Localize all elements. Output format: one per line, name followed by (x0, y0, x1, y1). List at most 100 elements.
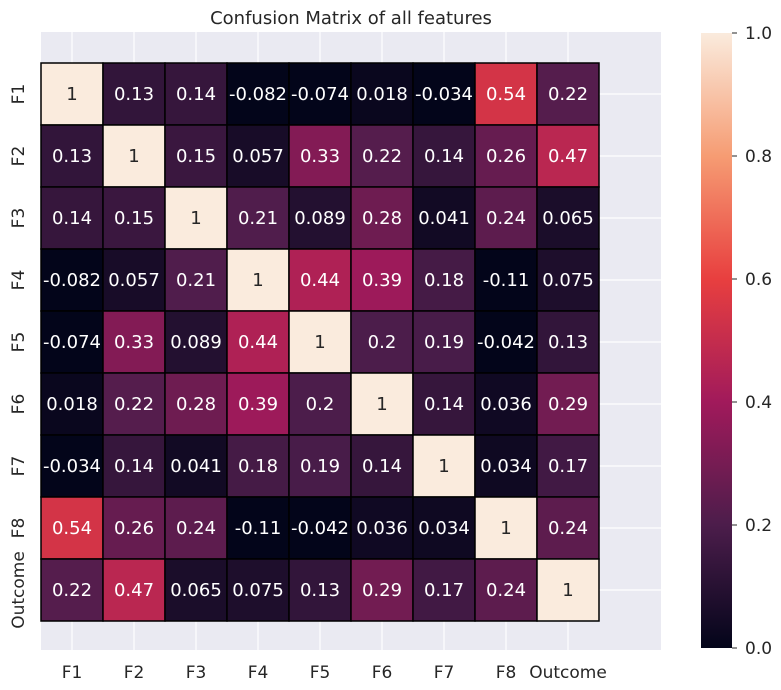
y-axis-tick-labels: F1 F2 F3 F4 F5 F6 F7 F8 Outcome (9, 84, 29, 629)
cell-value-label: 0.22 (548, 84, 588, 105)
heatmap-cell (350, 124, 414, 188)
cell-value-label: 0.44 (300, 270, 340, 291)
heatmap-cell (536, 248, 600, 312)
heatmap-cell (102, 186, 166, 250)
cell-value-label: 1 (252, 270, 263, 291)
cell-value-label: 0.034 (480, 456, 532, 477)
cell-value-label: 0.057 (232, 146, 284, 167)
cell-value-label: 0.15 (176, 146, 216, 167)
colorbar-tick-label: 1.0 (745, 24, 772, 44)
heatmap-cell (536, 496, 600, 560)
y-tick-label: F4 (9, 270, 29, 291)
chart-title: Confusion Matrix of all features (210, 8, 492, 29)
cell-value-label: 0.17 (424, 580, 464, 601)
x-tick-label: Outcome (529, 663, 607, 683)
x-tick-label: F7 (434, 663, 455, 683)
cell-value-label: -0.082 (43, 270, 101, 291)
x-tick-label: F3 (186, 663, 207, 683)
cell-value-label: -0.042 (291, 518, 349, 539)
cell-value-label: 0.26 (114, 518, 154, 539)
heatmap-cell (164, 248, 228, 312)
cell-value-label: 0.14 (52, 208, 92, 229)
cell-value-label: 0.14 (114, 456, 154, 477)
heatmap-cell (40, 310, 104, 374)
cell-value-label: 0.018 (46, 394, 98, 415)
colorbar-tick-label: 0.8 (745, 147, 772, 167)
cell-value-label: -0.042 (477, 332, 535, 353)
colorbar-tick-labels: 0.0 0.2 0.4 0.6 0.8 1.0 (732, 24, 772, 659)
cell-value-label: 0.089 (294, 208, 346, 229)
cell-value-label: 0.54 (52, 518, 92, 539)
cell-value-label: 0.29 (362, 580, 402, 601)
heatmap-cell (350, 372, 414, 436)
cell-value-label: 0.075 (542, 270, 594, 291)
cell-value-label: 0.47 (114, 580, 154, 601)
cell-value-label: 1 (438, 456, 449, 477)
cell-value-label: 0.22 (114, 394, 154, 415)
heatmap-cell (474, 124, 538, 188)
cell-value-label: 0.057 (108, 270, 160, 291)
cell-value-label: 0.13 (300, 580, 340, 601)
cell-value-label: 0.065 (170, 580, 222, 601)
y-tick-label: F7 (9, 456, 29, 477)
heatmap-cell (102, 558, 166, 622)
y-tick-label: F3 (9, 208, 29, 229)
cell-value-label: 0.14 (176, 84, 216, 105)
cell-value-label: 1 (314, 332, 325, 353)
cell-value-label: -0.11 (235, 518, 282, 539)
cell-value-label: 0.034 (418, 518, 470, 539)
heatmap-cell (474, 496, 538, 560)
heatmap-cell (102, 434, 166, 498)
x-tick-label: F2 (124, 663, 145, 683)
heatmap-cell (350, 496, 414, 560)
x-tick-label: F5 (310, 663, 331, 683)
heatmap-cell (288, 434, 352, 498)
heatmap-cell (350, 186, 414, 250)
cell-value-label: 0.24 (548, 518, 588, 539)
cell-value-label: 0.14 (362, 456, 402, 477)
heatmap-cell (164, 558, 228, 622)
cell-value-label: 1 (66, 84, 77, 105)
cell-value-label: 0.041 (170, 456, 222, 477)
cell-value-label: 0.089 (170, 332, 222, 353)
colorbar-tick-label: 0.2 (745, 516, 772, 536)
cell-value-label: 0.018 (356, 84, 408, 105)
heatmap-cell (412, 124, 476, 188)
heatmap-cell (536, 372, 600, 436)
x-tick-label: F4 (248, 663, 269, 683)
heatmap-cell (102, 248, 166, 312)
heatmap-cell (412, 372, 476, 436)
y-tick-label: F8 (9, 518, 29, 539)
y-tick-label: F5 (9, 332, 29, 353)
cell-value-label: 0.19 (424, 332, 464, 353)
heatmap-cell (226, 558, 290, 622)
heatmap-cell (164, 124, 228, 188)
heatmap-cell (102, 124, 166, 188)
y-tick-label: F6 (9, 394, 29, 415)
heatmap-cell (40, 434, 104, 498)
colorbar-tick-label: 0.0 (745, 639, 772, 659)
cell-value-label: 0.54 (486, 84, 526, 105)
cell-value-label: 0.036 (356, 518, 408, 539)
cell-value-label: 0.44 (238, 332, 278, 353)
cell-value-label: 0.39 (238, 394, 278, 415)
cell-value-label: 0.28 (176, 394, 216, 415)
x-axis-tick-labels: F1 F2 F3 F4 F5 F6 F7 F8 Outcome (62, 663, 607, 683)
cell-value-label: 0.2 (368, 332, 397, 353)
cell-value-label: 0.14 (424, 146, 464, 167)
cell-value-label: -0.074 (43, 332, 101, 353)
heatmap-cell (474, 186, 538, 250)
cell-value-label: 0.15 (114, 208, 154, 229)
y-tick-label: F1 (9, 84, 29, 105)
cell-value-label: 0.22 (52, 580, 92, 601)
x-tick-label: F8 (496, 663, 517, 683)
x-tick-label: F1 (62, 663, 83, 683)
cell-value-label: 0.29 (548, 394, 588, 415)
heatmap-cell (288, 558, 352, 622)
heatmap-cell (536, 310, 600, 374)
heatmap-cell (288, 310, 352, 374)
y-tick-label: Outcome (9, 551, 29, 629)
heatmap-cell (350, 310, 414, 374)
heatmap-cell (164, 372, 228, 436)
cell-value-label: 1 (376, 394, 387, 415)
